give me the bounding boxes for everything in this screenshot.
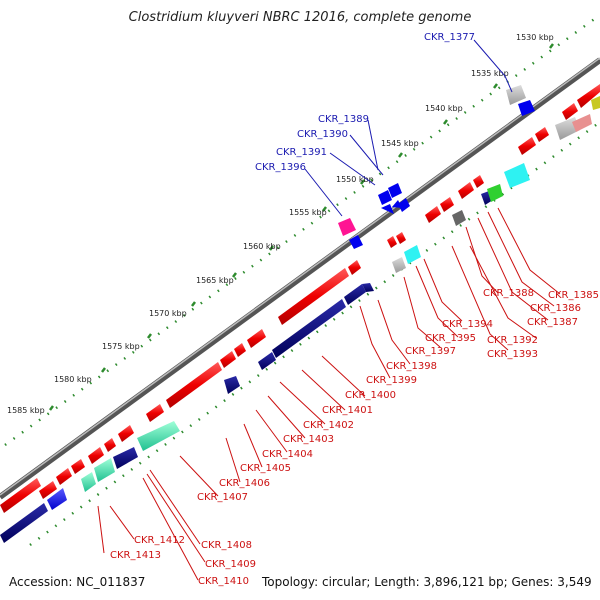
gene-label: CKR_1397 (405, 346, 456, 357)
accession-text: Accession: NC_011837 (9, 575, 146, 589)
scale-label: 1575 kbp (102, 342, 140, 351)
reverse-strand-genes (0, 191, 493, 543)
scale-label: 1560 kbp (243, 242, 281, 251)
gene-label: CKR_1386 (530, 303, 581, 314)
other-genes (47, 85, 600, 510)
gene-label: CKR_1387 (527, 317, 578, 328)
gene-label: CKR_1393 (487, 349, 538, 360)
gene-label: CKR_1388 (483, 288, 534, 299)
gene-label: CKR_1377 (424, 32, 475, 43)
scale-label: 1555 kbp (289, 208, 327, 217)
red-gene-labels: CKR_1385 CKR_1386 CKR_1387 CKR_1388 CKR_… (110, 288, 599, 587)
gene-label: CKR_1408 (201, 540, 252, 551)
scale-label: 1550 kbp (336, 175, 374, 184)
gene-label: CKR_1389 (318, 114, 369, 125)
genome-summary-text: Topology: circular; Length: 3,896,121 bp… (262, 575, 592, 589)
gene-label: CKR_1401 (322, 405, 373, 416)
gene-label: CKR_1385 (548, 290, 599, 301)
gene-label: CKR_1390 (297, 129, 348, 140)
gene-label: CKR_1412 (134, 535, 185, 546)
scale-label: 1540 kbp (425, 104, 463, 113)
gene-label: CKR_1400 (345, 390, 396, 401)
scale-label: 1545 kbp (381, 139, 419, 148)
gene-label: CKR_1396 (255, 162, 306, 173)
scale-ticks-outer (4, 13, 600, 447)
scale-label: 1565 kbp (196, 276, 234, 285)
gene-label: CKR_1403 (283, 434, 334, 445)
gene-label: CKR_1413 (110, 550, 161, 561)
red-leader-lines (97, 207, 561, 581)
blue-gene-labels: CKR_1377 CKR_1389 CKR_1390 CKR_1391 CKR_… (255, 32, 475, 173)
gene-label: CKR_1395 (425, 333, 476, 344)
map-title: Clostridium kluyveri NBRC 12016, complet… (128, 10, 472, 25)
major-ticks (49, 43, 554, 411)
gene-label: CKR_1405 (240, 463, 291, 474)
genome-backbone (0, 57, 600, 500)
gene-label: CKR_1409 (205, 559, 256, 570)
scale-label: 1570 kbp (149, 309, 187, 318)
forward-strand-genes (0, 84, 600, 513)
gene-label: CKR_1402 (303, 420, 354, 431)
scale-labels: 1530 kbp 1535 kbp 1540 kbp 1545 kbp 1550… (7, 33, 554, 415)
scale-label: 1530 kbp (516, 33, 554, 42)
gene-label: CKR_1392 (487, 335, 538, 346)
gene-label: CKR_1394 (442, 319, 493, 330)
gene-label: CKR_1410 (198, 576, 249, 587)
gene-label: CKR_1398 (386, 361, 437, 372)
blue-leader-lines (304, 39, 513, 217)
gene-label: CKR_1391 (276, 147, 327, 158)
scale-label: 1585 kbp (7, 406, 45, 415)
gene-label: CKR_1407 (197, 492, 248, 503)
gene-label: CKR_1404 (262, 449, 313, 460)
gene-label: CKR_1406 (219, 478, 270, 489)
scale-label: 1580 kbp (54, 375, 92, 384)
scale-label: 1535 kbp (471, 69, 509, 78)
gene-label: CKR_1399 (366, 375, 417, 386)
